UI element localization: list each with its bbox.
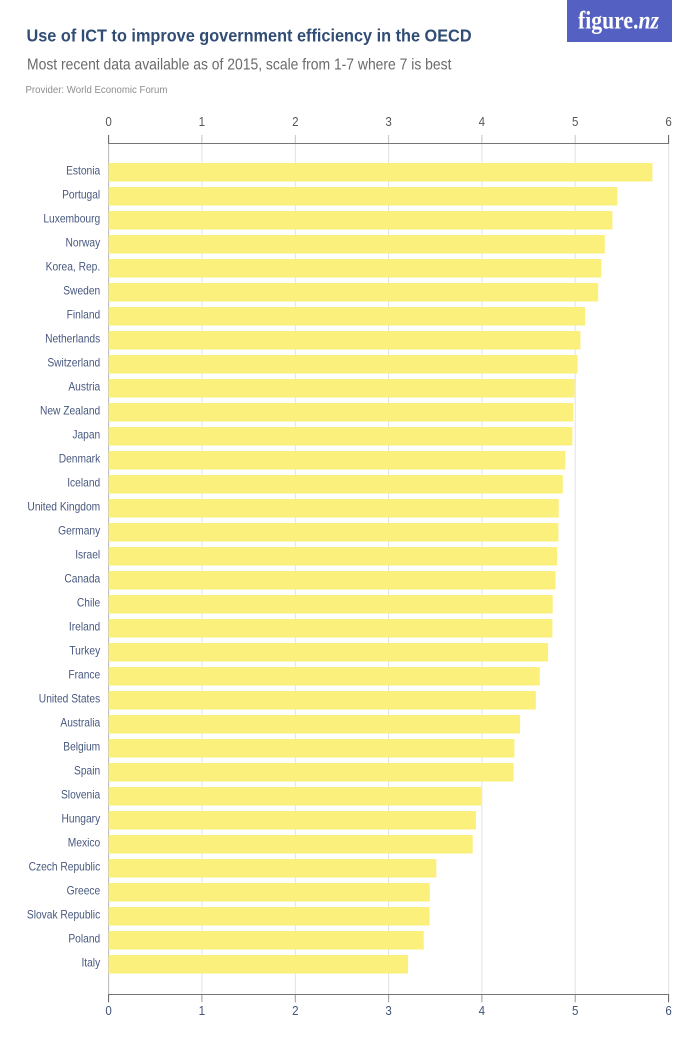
svg-text:Use of ICT to improve governme: Use of ICT to improve government efficie… [27,25,472,46]
svg-text:Ireland: Ireland [69,621,100,634]
svg-text:Slovenia: Slovenia [61,789,101,802]
svg-text:Israel: Israel [75,549,100,562]
svg-text:Switzerland: Switzerland [47,357,100,370]
svg-text:Slovak Republic: Slovak Republic [27,909,101,922]
svg-text:Spain: Spain [74,765,100,778]
svg-text:Korea, Rep.: Korea, Rep. [46,261,101,274]
svg-text:Chile: Chile [77,597,100,610]
svg-text:Canada: Canada [64,573,101,586]
svg-text:Estonia: Estonia [66,165,101,178]
svg-text:Italy: Italy [81,957,100,970]
svg-text:1: 1 [199,114,206,129]
svg-text:Greece: Greece [67,885,101,898]
svg-text:Czech Republic: Czech Republic [29,861,101,874]
svg-text:France: France [68,669,100,682]
svg-text:Finland: Finland [67,309,101,322]
svg-text:Poland: Poland [68,933,100,946]
svg-text:2: 2 [292,114,299,129]
svg-text:Turkey: Turkey [69,645,100,658]
svg-text:Portugal: Portugal [62,189,100,202]
svg-text:3: 3 [385,114,392,129]
svg-text:United Kingdom: United Kingdom [27,501,100,514]
svg-text:Netherlands: Netherlands [45,333,101,346]
svg-text:Provider: World Economic Forum: Provider: World Economic Forum [26,85,168,96]
svg-text:0: 0 [105,1003,112,1018]
svg-text:Sweden: Sweden [63,285,100,298]
svg-text:Austria: Austria [68,381,101,394]
svg-text:Luxembourg: Luxembourg [43,213,100,226]
svg-text:figure.nz: figure.nz [578,8,659,35]
svg-text:United States: United States [39,693,101,706]
svg-text:Iceland: Iceland [67,477,100,490]
svg-text:Mexico: Mexico [68,837,100,850]
svg-text:Norway: Norway [66,237,101,250]
svg-text:6: 6 [665,1003,672,1018]
svg-text:3: 3 [385,1003,392,1018]
svg-text:Denmark: Denmark [59,453,101,466]
svg-text:New Zealand: New Zealand [40,405,100,418]
svg-text:Japan: Japan [72,429,100,442]
svg-text:5: 5 [572,114,579,129]
svg-text:Hungary: Hungary [62,813,101,826]
svg-text:2: 2 [292,1003,299,1018]
svg-text:0: 0 [105,114,112,129]
svg-text:5: 5 [572,1003,579,1018]
svg-text:6: 6 [665,114,672,129]
svg-text:4: 4 [479,114,486,129]
svg-text:1: 1 [199,1003,206,1018]
svg-text:Australia: Australia [60,717,101,730]
svg-text:Germany: Germany [58,525,101,538]
svg-text:Most recent data available as: Most recent data available as of 2015, s… [27,56,452,74]
svg-text:Belgium: Belgium [63,741,100,754]
svg-text:4: 4 [479,1003,486,1018]
